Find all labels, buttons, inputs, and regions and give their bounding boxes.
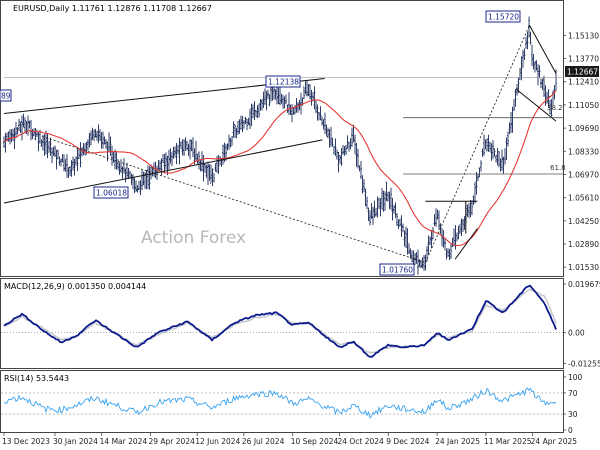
macd-signal-line [3,288,557,354]
macd-pane-title: MACD(12,26,9) 0.001350 0.004144 [4,282,146,291]
high-2024-label: 1.12138 [268,78,299,87]
price-pane-title: EURUSD,Daily 1.11761 1.12876 1.11708 1.1… [13,4,212,13]
macd-tick-label: 0.00 [568,329,585,338]
rsi-pane-title: RSI(14) 53.5443 [4,374,69,383]
price-tick-label: 1.02890 [568,240,599,249]
x-tick-label: 30 Jan 2024 [53,437,98,446]
rsi-tick-label: 30 [568,410,578,419]
price-tick-label: 1.06970 [568,170,599,179]
high-2025-label: 1.15720 [488,13,519,22]
last-price-label: 1.12667 [567,68,598,77]
low-2024-label: 1.06018 [96,189,127,198]
moving-average-line [3,89,557,247]
macd-main-line [3,284,557,358]
macd-tick-label: -0.012552 [568,360,600,369]
price-tick-label: 1.09690 [568,124,599,133]
price-pane-frame [0,0,564,277]
price-tick-label: 1.11050 [568,101,599,110]
rsi-tick-label: 70 [568,389,578,398]
x-tick-label: 9 Dec 2024 [386,437,429,446]
price-tick-label: 1.12410 [568,78,599,87]
wedge-upper [529,25,557,74]
low-2024-box [93,186,129,199]
axis-layer: 1.15130 1.13770 1.12410 1.11050 1.09690 1.083… [2,31,600,446]
macd-layer [1,284,563,358]
x-tick-label: 24 Jan 2025 [435,437,480,446]
price-tick-label: 1.04250 [568,217,599,226]
rsi-line [3,387,557,419]
left-cut-label: 89 [1,92,11,101]
triangle-bottom [454,228,478,260]
fib-618-label: 61.8 [550,164,566,172]
x-tick-label: 10 Sep 2024 [291,437,339,446]
last-price-box [565,66,599,77]
macd-pane-frame [0,278,564,369]
low-2025-box [379,263,415,276]
x-tick-label: 24 Apr 2025 [531,437,578,446]
x-tick-label: 26 Jul 2024 [242,437,285,446]
high-2025-box [485,10,521,23]
rsi-tick-label: 0 [568,426,573,435]
price-tick-label: 1.05610 [568,194,599,203]
wedge-lower [515,88,557,122]
rsi-tick-label: 100 [568,373,583,382]
price-tick-label: 1.08330 [568,147,599,156]
x-tick-label: 13 Dec 2023 [2,437,50,446]
lower-trendline [3,139,323,204]
x-tick-label: 24 Oct 2024 [337,437,384,446]
x-tick-label: 11 Mar 2025 [484,437,532,446]
macd-tick-label: 0.019679 [568,280,600,289]
left-cut-box [0,89,12,102]
price-tick-label: 1.15130 [568,31,599,40]
dashed-trendline-down [42,136,426,264]
rsi-layer [1,387,563,419]
high-2024-box [265,75,301,88]
rsi-pane-frame [0,370,564,433]
watermark: Action Forex [141,228,246,248]
price-tick-label: 1.13770 [568,55,599,64]
price-tick-label: 1.01530 [568,263,599,272]
fib-382-label: 38.2 [547,104,563,112]
price-layer [3,16,564,275]
low-2025-label: 1.01760 [382,266,413,275]
x-tick-label: 14 Mar 2024 [100,437,148,446]
dashed-trendline-up [425,25,530,263]
x-tick-label: 29 Apr 2024 [148,437,195,446]
x-tick-label: 12 Jun 2024 [195,437,240,446]
